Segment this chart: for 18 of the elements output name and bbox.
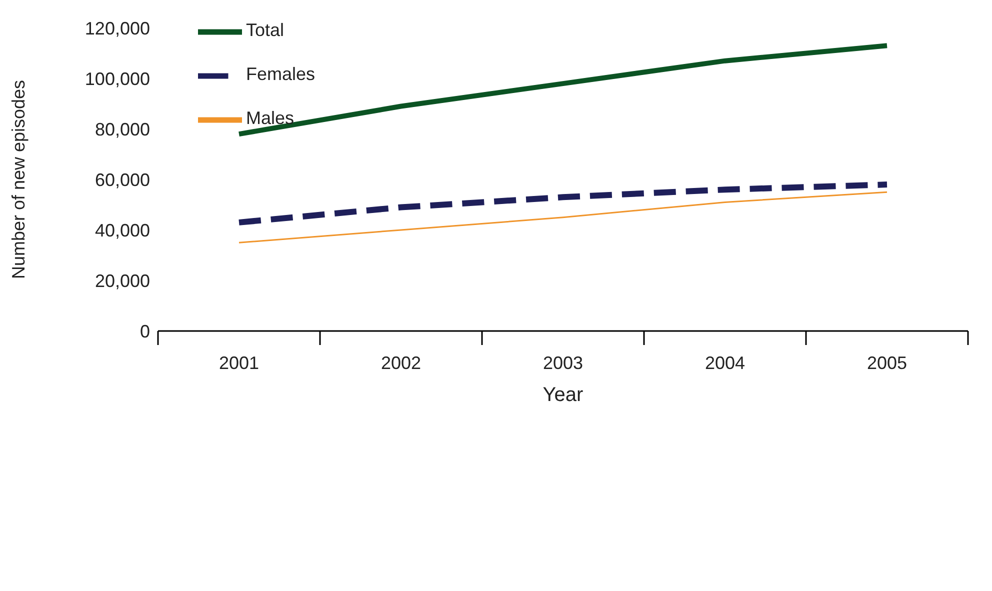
x-tick-label: 2001 [218, 353, 260, 373]
legend-label: Males [246, 108, 294, 128]
y-axis-title: Number of new episodes [8, 80, 28, 280]
x-tick-label: 2005 [866, 353, 908, 373]
y-tick-label: 100,000 [84, 68, 150, 89]
legend-label: Females [246, 64, 316, 84]
x-axis-title: Year [542, 384, 584, 406]
line-series [238, 191, 888, 244]
y-tick-label: 40,000 [94, 220, 150, 240]
legend-label: Total [246, 20, 284, 40]
y-tick-label: 0 [140, 321, 150, 342]
y-tick-label: 120,000 [84, 18, 150, 38]
y-tick-label: 80,000 [94, 119, 150, 140]
x-tick-label: 2004 [704, 353, 746, 373]
y-tick-label: 60,000 [94, 170, 150, 190]
y-tick-label: 20,000 [94, 270, 150, 291]
x-tick-label: 2002 [380, 353, 422, 373]
x-tick-label: 2003 [542, 353, 584, 373]
